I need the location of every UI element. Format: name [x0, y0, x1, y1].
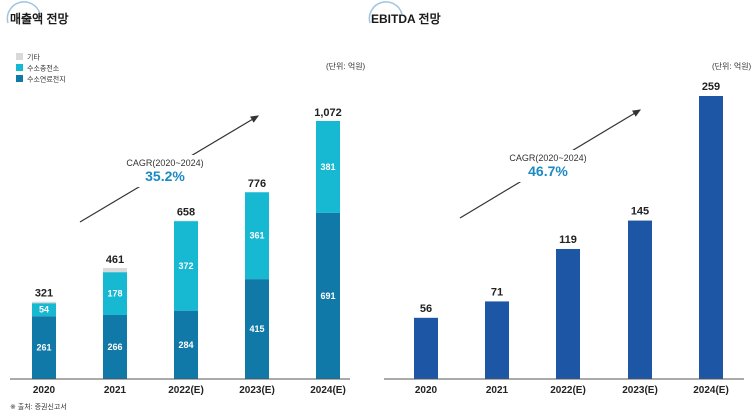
left-chart-title: 매출액 전망 [10, 11, 69, 26]
right-x-tick-4: 2024(E) [693, 385, 729, 396]
ebitda-bar-3 [628, 220, 652, 379]
left-unit-label: (단위: 억원) [326, 61, 366, 71]
legend-label-1: 수소충전소 [27, 64, 60, 73]
right-chart-title: EBITDA 전망 [371, 11, 441, 26]
bar-segment-0-1 [103, 314, 127, 379]
left-x-tick-3: 2023(E) [239, 385, 275, 396]
left-cagr-value: 35.2% [145, 168, 185, 184]
ebitda-label-2: 119 [559, 234, 577, 246]
segment-label-0-2: 284 [178, 340, 193, 350]
ebitda-label-0: 56 [420, 303, 432, 315]
total-label-4: 1,072 [314, 107, 342, 119]
ebitda-bar-2 [556, 248, 580, 379]
left-title-arc [6, 1, 41, 24]
segment-label-1-0: 54 [39, 305, 49, 315]
bar-segment-1-0 [32, 303, 56, 317]
left-cagr-label: CAGR(2020~2024) [126, 158, 203, 168]
ebitda-bar-1 [485, 301, 509, 379]
legend-label-0: 기타 [27, 53, 40, 62]
bar-segment-0-2 [174, 310, 198, 379]
left-x-tick-2: 2022(E) [168, 385, 204, 396]
right-cagr-value: 46.7% [528, 163, 568, 179]
right-title-badge: EBITDA 전망 [368, 1, 441, 26]
left-cagr-backdrop [120, 155, 210, 187]
segment-label-0-3: 415 [249, 324, 264, 334]
segment-label-1-3: 361 [249, 231, 264, 241]
left-bars: 261 54 321 2020 266 178 461 2021 284 372 658 2022(E… [32, 107, 346, 396]
ebitda-bar-4 [699, 96, 723, 379]
right-cagr-backdrop [502, 150, 594, 182]
segment-label-1-1: 178 [107, 289, 122, 299]
right-x-tick-2: 2022(E) [550, 385, 586, 396]
segment-label-0-4: 691 [320, 291, 335, 301]
ebitda-label-3: 145 [631, 206, 649, 218]
ebitda-bar-0 [414, 317, 438, 379]
right-unit-label: (단위: 억원) [712, 61, 752, 71]
left-x-tick-0: 2020 [33, 385, 56, 396]
left-title-badge: 매출액 전망 [6, 1, 69, 26]
bar-segment-2-1 [103, 268, 127, 273]
bar-segment-1-4 [316, 121, 340, 213]
legend-swatch-0 [16, 53, 23, 60]
segment-label-0-0: 261 [36, 343, 51, 353]
bar-segment-1-1 [103, 272, 127, 315]
bar-segment-1-3 [245, 192, 269, 280]
right-bars: 56 2020 71 2021 119 2022(E) 145 2023(E) 259 2024(… [414, 81, 729, 396]
total-label-3: 776 [248, 178, 266, 190]
right-x-tick-1: 2021 [486, 385, 509, 396]
right-x-tick-3: 2023(E) [622, 385, 658, 396]
bar-segment-0-3 [245, 279, 269, 379]
left-x-tick-4: 2024(E) [310, 385, 346, 396]
segment-label-1-4: 381 [320, 162, 335, 172]
bar-segment-2-0 [32, 301, 56, 304]
segment-label-0-1: 266 [107, 342, 122, 352]
ebitda-label-4: 259 [702, 81, 720, 93]
bar-segment-0-0 [32, 316, 56, 379]
ebitda-label-1: 71 [491, 286, 503, 298]
legend-swatch-2 [16, 75, 23, 82]
bar-segment-1-2 [174, 221, 198, 311]
left-x-tick-1: 2021 [104, 385, 127, 396]
total-label-0: 321 [35, 288, 53, 300]
right-title-arc [368, 1, 403, 24]
right-cagr-label: CAGR(2020~2024) [509, 153, 586, 163]
bar-segment-0-4 [316, 212, 340, 379]
source-note: ※ 출처: 증권신고서 [10, 402, 67, 411]
legend-label-2: 수소연료전지 [27, 75, 66, 84]
segment-label-1-2: 372 [178, 261, 193, 271]
total-label-2: 658 [177, 207, 195, 219]
right-x-tick-0: 2020 [415, 385, 438, 396]
total-label-1: 461 [106, 254, 124, 266]
legend-swatch-1 [16, 64, 23, 71]
